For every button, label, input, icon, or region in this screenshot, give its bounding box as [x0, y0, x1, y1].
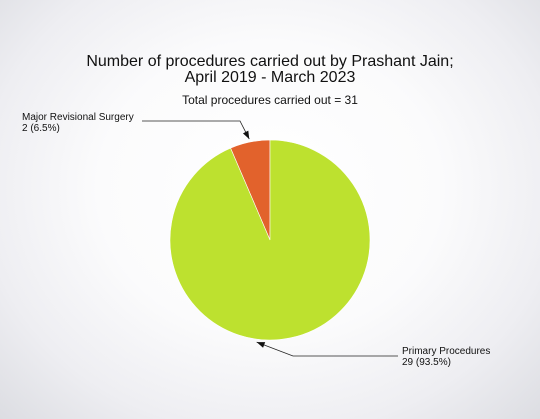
leader-line-primary-procedures: [256, 341, 398, 357]
slice-label-primary-procedures-value: 29 (93.5%): [402, 357, 451, 368]
pie-slices: [169, 139, 371, 341]
chart-subtitle: Total procedures carried out = 31: [182, 93, 358, 107]
slice-label-primary-procedures-name: Primary Procedures: [402, 346, 490, 357]
pie-slice-primary-procedures: [169, 139, 371, 341]
chart-title-line-1: Number of procedures carried out by Pras…: [86, 53, 453, 70]
slice-label-major-revisional-name: Major Revisional Surgery: [22, 112, 134, 123]
chart-title-line-2: April 2019 - March 2023: [185, 69, 356, 86]
leader-line-major-revisional: [142, 120, 250, 140]
leader-arrow-major-revisional: [242, 130, 250, 140]
slice-label-major-revisional-value: 2 (6.5%): [22, 123, 60, 134]
leader-arrow-primary-procedures: [256, 342, 266, 348]
